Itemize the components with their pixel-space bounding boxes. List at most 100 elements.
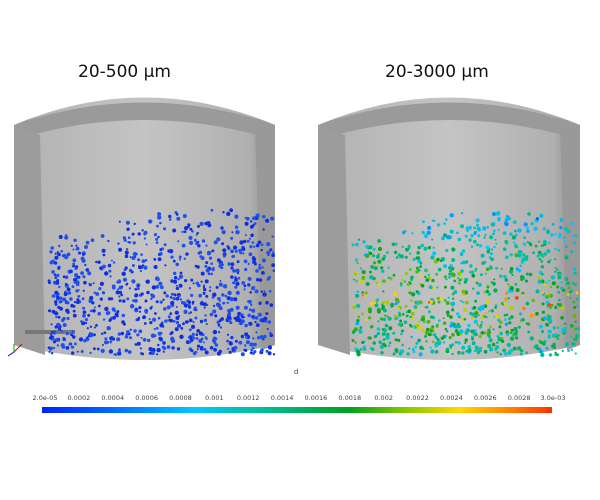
particle [173,276,178,280]
particle [124,254,129,258]
particle [453,279,457,283]
particle [175,286,180,291]
particle [266,242,271,247]
particle [228,341,233,346]
particle [504,322,509,326]
particle [128,241,132,244]
particle [473,226,476,230]
particle [511,235,517,240]
particle [114,353,118,356]
particle [247,299,252,304]
particle [504,217,509,222]
particle [244,234,247,237]
particle [449,323,454,328]
particle [233,245,238,250]
particle [148,318,151,321]
particle [271,253,275,257]
particle [229,320,233,325]
particle [537,279,543,284]
particle [542,227,546,231]
particle [94,306,96,309]
particle [545,292,549,296]
particle [111,307,116,312]
particle [474,315,478,319]
particle [66,252,71,257]
particle [575,333,579,338]
particle [517,346,522,351]
particle [110,297,114,301]
particle [48,336,52,340]
particle [554,258,557,261]
particle [442,341,446,344]
particle [249,351,253,355]
particle [425,278,430,282]
particle [124,250,129,255]
particle [121,271,126,276]
particle [126,227,130,231]
particle [157,253,161,256]
particle [446,330,449,333]
particle [176,216,181,221]
particle [523,222,528,227]
particle [436,323,439,326]
particle [457,237,462,242]
particle [190,349,194,353]
particle [457,277,460,280]
particle [83,275,86,278]
particle [128,287,132,290]
particle [518,270,521,273]
particle [136,318,140,321]
particle [60,329,63,333]
particle [217,297,221,301]
particle [259,335,264,340]
particle [203,347,207,351]
particle [539,340,544,345]
particle [116,314,119,318]
particle [174,327,179,332]
particle [364,291,368,295]
particle [408,347,411,350]
particle [53,261,58,265]
particle [557,234,562,238]
particle [55,281,60,285]
particle [432,246,435,249]
particle [219,326,222,329]
particle [129,328,132,331]
particle [525,272,529,276]
particle [250,349,253,352]
particle [229,297,234,302]
particle [463,317,467,321]
particle [376,298,380,302]
particle [249,220,253,223]
particle [415,270,419,274]
particle [411,232,414,235]
particle [494,348,497,352]
particle [175,320,180,325]
particle [122,277,128,282]
particle [356,290,360,294]
particle [180,326,184,330]
particle [72,262,75,266]
particle [509,285,512,289]
particle [224,294,228,298]
particle [394,302,398,306]
particle [401,312,405,316]
particle [192,336,196,340]
particle [142,337,147,342]
particle [574,320,577,323]
particle [475,281,479,285]
particle [58,244,61,248]
particle [181,230,184,234]
particle [199,345,204,350]
particle [109,275,112,278]
particle [222,284,228,289]
particle [143,237,146,240]
particle [138,329,142,334]
particle [541,273,544,276]
particle [99,297,103,301]
particle [161,345,165,349]
particle [50,351,54,355]
particle [124,348,129,353]
particle [59,296,63,300]
